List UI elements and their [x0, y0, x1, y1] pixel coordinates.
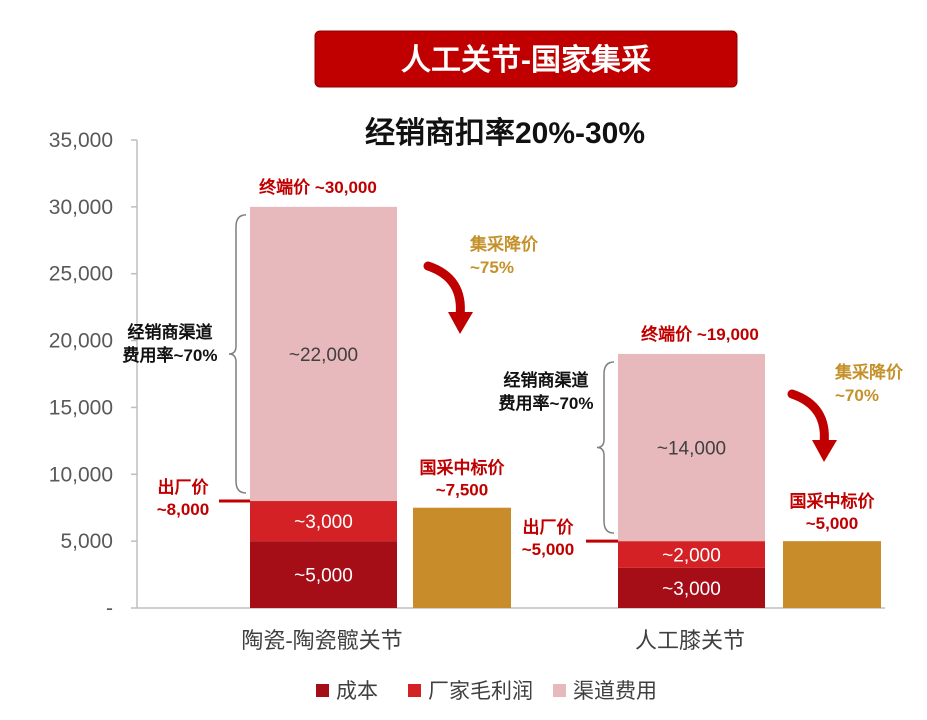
x-category-label: 陶瓷-陶瓷髋关节	[241, 628, 402, 653]
title-banner: 人工关节-国家集采	[314, 30, 738, 88]
channel-brace	[596, 361, 615, 534]
y-tick-label: 25,000	[49, 263, 113, 286]
channel-brace	[228, 214, 247, 494]
price-cut-value: ~70%	[835, 386, 879, 405]
banner-background	[314, 30, 738, 88]
banner-title: 人工关节-国家集采	[401, 44, 651, 77]
price-cut-arrowhead-icon	[448, 312, 473, 334]
chart-subtitle: 经销商扣率20%-30%	[365, 116, 645, 150]
legend-swatch	[316, 684, 329, 697]
legend-label: 渠道费用	[573, 680, 657, 703]
bar-segment	[250, 501, 397, 542]
channel-rate-value: 费用率~70%	[499, 393, 594, 413]
bar-value-label: ~5,000	[294, 566, 353, 587]
terminal-price-label: 终端价 ~19,000	[641, 324, 759, 344]
procurement-price-label: 国采中标价	[420, 458, 506, 478]
procurement-price-label: 国采中标价	[790, 491, 876, 511]
bar-segment	[618, 567, 765, 608]
bar-value-label: ~3,000	[662, 579, 721, 600]
y-tick-label: 30,000	[49, 196, 113, 219]
channel-rate-label: 经销商渠道	[504, 370, 589, 390]
bars-group: ~5,000 ~3,000 ~22,000 陶瓷-陶瓷髋关节 ~3,000 ~2,000 ~…	[241, 206, 881, 653]
price-cut-arrow-icon	[787, 389, 829, 449]
procurement-price-value: ~7,500	[436, 481, 488, 500]
bar-segment	[618, 541, 765, 568]
y-tick-label: 5,000	[60, 530, 113, 553]
y-tick-label: 35,000	[49, 129, 113, 152]
bar-segment	[618, 353, 765, 542]
bar-value-label: ~14,000	[657, 439, 726, 460]
procurement-bar	[783, 541, 881, 608]
legend-swatch	[553, 684, 566, 697]
price-cut-arrowhead-icon	[812, 440, 837, 462]
price-cut-arrow-icon	[423, 261, 465, 321]
price-cut-label: 集采降价	[469, 234, 539, 254]
bar-segment	[250, 541, 397, 608]
legend-label: 厂家毛利润	[428, 680, 533, 703]
channel-rate-label: 经销商渠道	[128, 322, 213, 342]
y-tick-label: 20,000	[49, 330, 113, 353]
terminal-price-label: 终端价 ~30,000	[259, 177, 377, 197]
legend-label: 成本	[336, 680, 378, 703]
bar-value-label: ~2,000	[662, 546, 721, 567]
bar-segment	[250, 206, 397, 502]
channel-rate-value: 费用率~70%	[123, 345, 218, 365]
ex-factory-value: ~5,000	[522, 540, 574, 559]
x-category-label: 人工膝关节	[635, 628, 745, 653]
ex-factory-value: ~8,000	[157, 500, 209, 519]
y-tick-label: -	[106, 597, 113, 620]
bar-value-label: ~22,000	[289, 345, 358, 366]
procurement-bar	[413, 507, 511, 608]
y-tick-label: 10,000	[49, 463, 113, 486]
legend-swatch	[408, 684, 421, 697]
annotations-group: 终端价 ~30,000出厂价~8,000经销商渠道费用率~70%国采中标价~7,…	[123, 177, 904, 559]
ex-factory-label: 出厂价	[523, 517, 575, 537]
price-cut-value: ~75%	[470, 258, 514, 277]
bar-value-label: ~3,000	[294, 512, 353, 533]
y-tick-label: 15,000	[49, 396, 113, 419]
procurement-price-value: ~5,000	[806, 514, 858, 533]
legend: 成本 厂家毛利润 渠道费用	[316, 680, 657, 703]
ex-factory-label: 出厂价	[158, 477, 210, 497]
price-cut-label: 集采降价	[834, 362, 904, 382]
